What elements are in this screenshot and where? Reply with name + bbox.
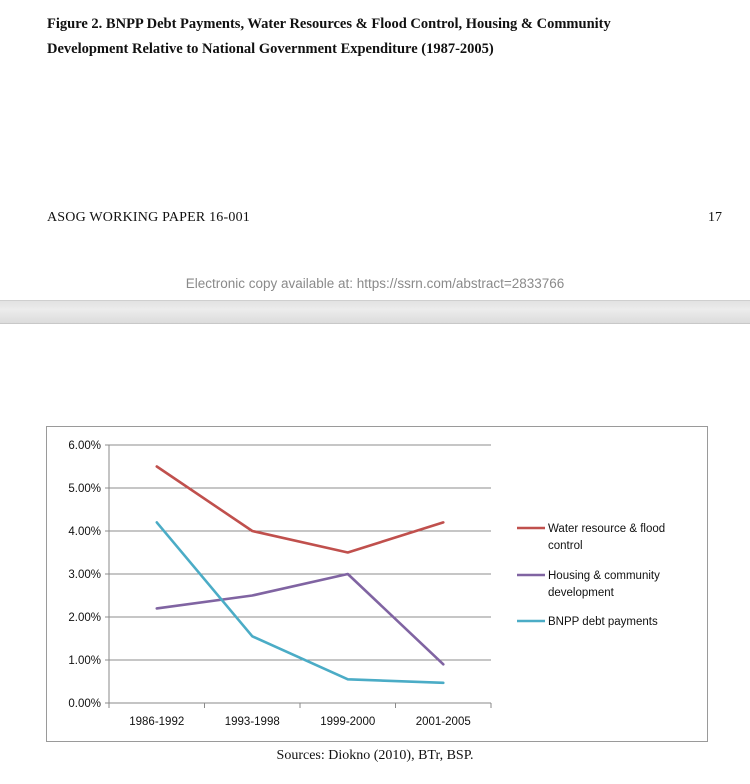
sources-caption: Sources: Diokno (2010), BTr, BSP. (276, 748, 474, 763)
y-tick-label: 6.00% (68, 440, 101, 452)
y-tick-label: 2.00% (68, 612, 101, 624)
legend-label: development (548, 587, 615, 599)
y-tick-label: 1.00% (68, 655, 101, 667)
figure-title-line-1: Figure 2. BNPP Debt Payments, Water Reso… (47, 16, 611, 32)
legend-label: Water resource & flood (548, 523, 665, 535)
y-tick-label: 5.00% (68, 483, 101, 495)
series-line (155, 465, 445, 554)
page-number: 17 (708, 210, 722, 225)
y-tick-label: 3.00% (68, 569, 101, 581)
y-tick-label: 0.00% (68, 698, 101, 710)
running-footer: ASOG WORKING PAPER 16-001 (47, 210, 250, 225)
figure-title: Figure 2. BNPP Debt Payments, Water Reso… (47, 12, 707, 62)
legend-label: BNPP debt payments (548, 616, 658, 628)
x-tick-label: 1999-2000 (320, 716, 375, 728)
x-tick-label: 2001-2005 (416, 716, 471, 728)
series-line (155, 572, 445, 666)
legend-label: control (548, 540, 583, 552)
series-line (155, 521, 445, 685)
ssrn-notice: Electronic copy available at: https://ss… (185, 276, 565, 291)
chart-svg: 0.00% 1.00% 2.00% 3.00% 4.00% 5.00% 6.00% 1986-… (68, 440, 665, 728)
legend-label: Housing & community (548, 570, 660, 582)
line-chart: 0.00% 1.00% 2.00% 3.00% 4.00% 5.00% 6.00% 1986-… (46, 426, 708, 742)
x-tick-label: 1993-1998 (225, 716, 280, 728)
previous-page-bottom: Figure 2. BNPP Debt Payments, Water Reso… (0, 0, 750, 300)
page-separator (0, 300, 750, 324)
x-tick-label: 1986-1992 (129, 716, 184, 728)
y-tick-label: 4.00% (68, 526, 101, 538)
figure-title-line-2: Development Relative to National Governm… (47, 41, 494, 57)
